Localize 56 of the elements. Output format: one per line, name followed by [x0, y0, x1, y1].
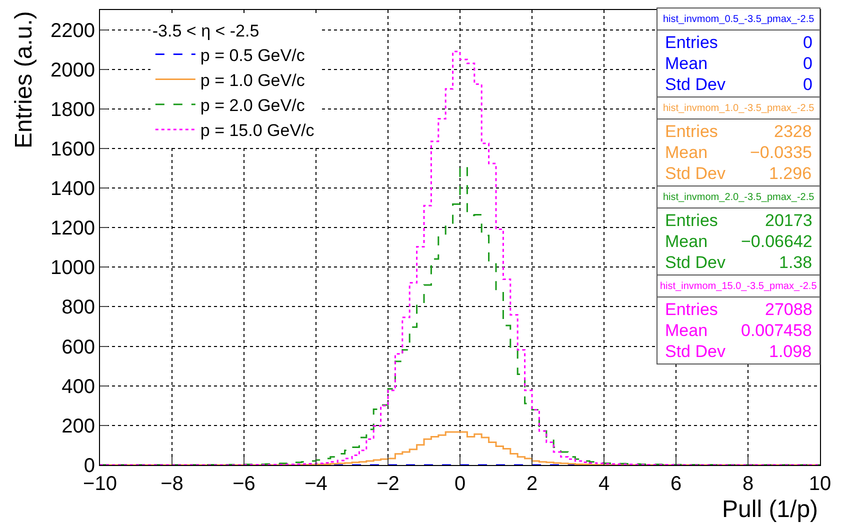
y-tick-label: 1400: [50, 178, 95, 200]
annotation: Std Dev: [665, 253, 726, 272]
y-tick-label: 1800: [50, 98, 95, 121]
x-tick-label: −2: [376, 473, 400, 495]
annotation: hist_invmom_15.0_-3.5_pmax_-2.5: [660, 281, 818, 292]
annotation: 1.296: [769, 164, 812, 183]
x-tick-label: 0: [454, 473, 466, 495]
annotation: 0: [803, 33, 812, 52]
annotation: 0.007458: [741, 321, 812, 340]
annotation: Entries: [665, 122, 718, 141]
legend-label: p = 0.5 GeV/c: [200, 46, 306, 65]
annotation: −0.0335: [750, 143, 812, 162]
x-tick-label: 6: [670, 473, 682, 495]
y-tick-label: 800: [62, 296, 95, 319]
annotation: 20173: [765, 211, 812, 230]
legend-label: p = 15.0 GeV/c: [200, 121, 315, 140]
y-tick-label: 400: [62, 376, 95, 398]
x-tick-label: −4: [304, 473, 328, 495]
annotation: hist_invmom_0.5_-3.5_pmax_-2.5: [663, 14, 815, 25]
annotation: Entries: [665, 300, 718, 319]
x-axis-title: Pull (1/p): [722, 496, 818, 523]
y-axis-title: Entries (a.u.): [10, 11, 38, 148]
legend-title: -3.5 < η < -2.5: [152, 22, 260, 41]
y-tick-label: 2200: [50, 20, 95, 42]
annotation: Std Dev: [665, 342, 726, 361]
annotation: 27088: [765, 300, 812, 319]
annotation: Mean: [665, 321, 708, 340]
x-tick-label: 4: [598, 473, 610, 495]
x-tick-label: 10: [808, 473, 832, 495]
y-tick-label: 1000: [50, 257, 95, 280]
y-tick-label: 1200: [50, 218, 95, 240]
annotation: Std Dev: [665, 164, 726, 183]
annotation: 0: [803, 75, 812, 94]
annotation: Entries: [665, 33, 718, 52]
legend-label: p = 2.0 GeV/c: [200, 96, 306, 116]
annotation: −0.06642: [741, 232, 812, 251]
y-tick-label: 600: [62, 336, 95, 358]
x-tick-label: 2: [526, 473, 538, 495]
annotation: Mean: [665, 143, 708, 162]
annotation: hist_invmom_1.0_-3.5_pmax_-2.5: [663, 103, 815, 114]
x-tick-label: 8: [742, 473, 754, 495]
annotation: 1.38: [779, 253, 812, 272]
annotation: Std Dev: [665, 75, 726, 94]
y-tick-label: 2000: [50, 59, 95, 82]
y-tick-label: 1600: [50, 138, 95, 160]
x-tick-label: −8: [160, 473, 184, 495]
annotation: 0: [803, 54, 812, 73]
x-tick-label: −6: [232, 473, 256, 495]
annotation: Mean: [665, 54, 708, 73]
legend-label: p = 1.0 GeV/c: [200, 70, 306, 90]
y-tick-label: 200: [62, 415, 95, 438]
annotation: 2328: [774, 122, 812, 141]
annotation: hist_invmom_2.0_-3.5_pmax_-2.5: [663, 192, 815, 203]
annotation: 1.098: [769, 342, 812, 361]
annotation: Entries: [665, 211, 718, 230]
annotation: Mean: [665, 232, 708, 251]
